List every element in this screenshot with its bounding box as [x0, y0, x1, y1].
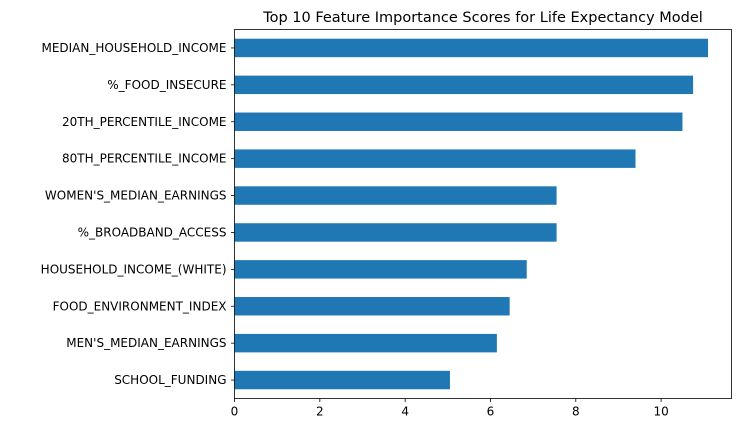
- y-tick-label: MEDIAN_HOUSEHOLD_INCOME: [41, 41, 226, 55]
- bar: [234, 297, 510, 316]
- y-tick-label: %_FOOD_INSECURE: [107, 78, 226, 92]
- x-tick-label: 2: [316, 405, 324, 419]
- bar: [234, 333, 497, 353]
- bar: [234, 38, 709, 58]
- x-tick-label: 4: [401, 405, 409, 419]
- y-tick-label: WOMEN'S_MEDIAN_EARNINGS: [45, 189, 227, 203]
- bar: [234, 223, 557, 242]
- y-tick-label: 20TH_PERCENTILE_INCOME: [62, 115, 227, 129]
- y-tick-labels: MEDIAN_HOUSEHOLD_INCOME %_FOOD_INSECURE 20…: [41, 41, 235, 387]
- bar: [234, 186, 557, 205]
- x-tick-label: 10: [653, 405, 668, 419]
- y-tick-label: SCHOOL_FUNDING: [114, 373, 226, 387]
- x-tick-label: 6: [487, 405, 495, 419]
- x-tick-label: 0: [231, 405, 239, 419]
- bar: [234, 149, 636, 168]
- x-tick-label: 8: [572, 405, 580, 419]
- bars-group: [234, 38, 709, 390]
- y-tick-label: MEN'S_MEDIAN_EARNINGS: [66, 336, 226, 350]
- x-ticks: 0 2 4 6 8 10: [231, 398, 669, 419]
- y-tick-label: HOUSEHOLD_INCOME_(WHITE): [41, 262, 227, 276]
- bar: [234, 260, 527, 279]
- y-tick-label: 80TH_PERCENTILE_INCOME: [62, 152, 227, 166]
- y-tick-label: %_BROADBAND_ACCESS: [78, 225, 227, 239]
- bar: [234, 370, 450, 390]
- bar: [234, 75, 694, 95]
- y-tick-label: FOOD_ENVIRONMENT_INDEX: [53, 299, 227, 313]
- bar: [234, 112, 683, 131]
- chart-title: Top 10 Feature Importance Scores for Lif…: [262, 10, 703, 26]
- plot-frame: [234, 29, 732, 399]
